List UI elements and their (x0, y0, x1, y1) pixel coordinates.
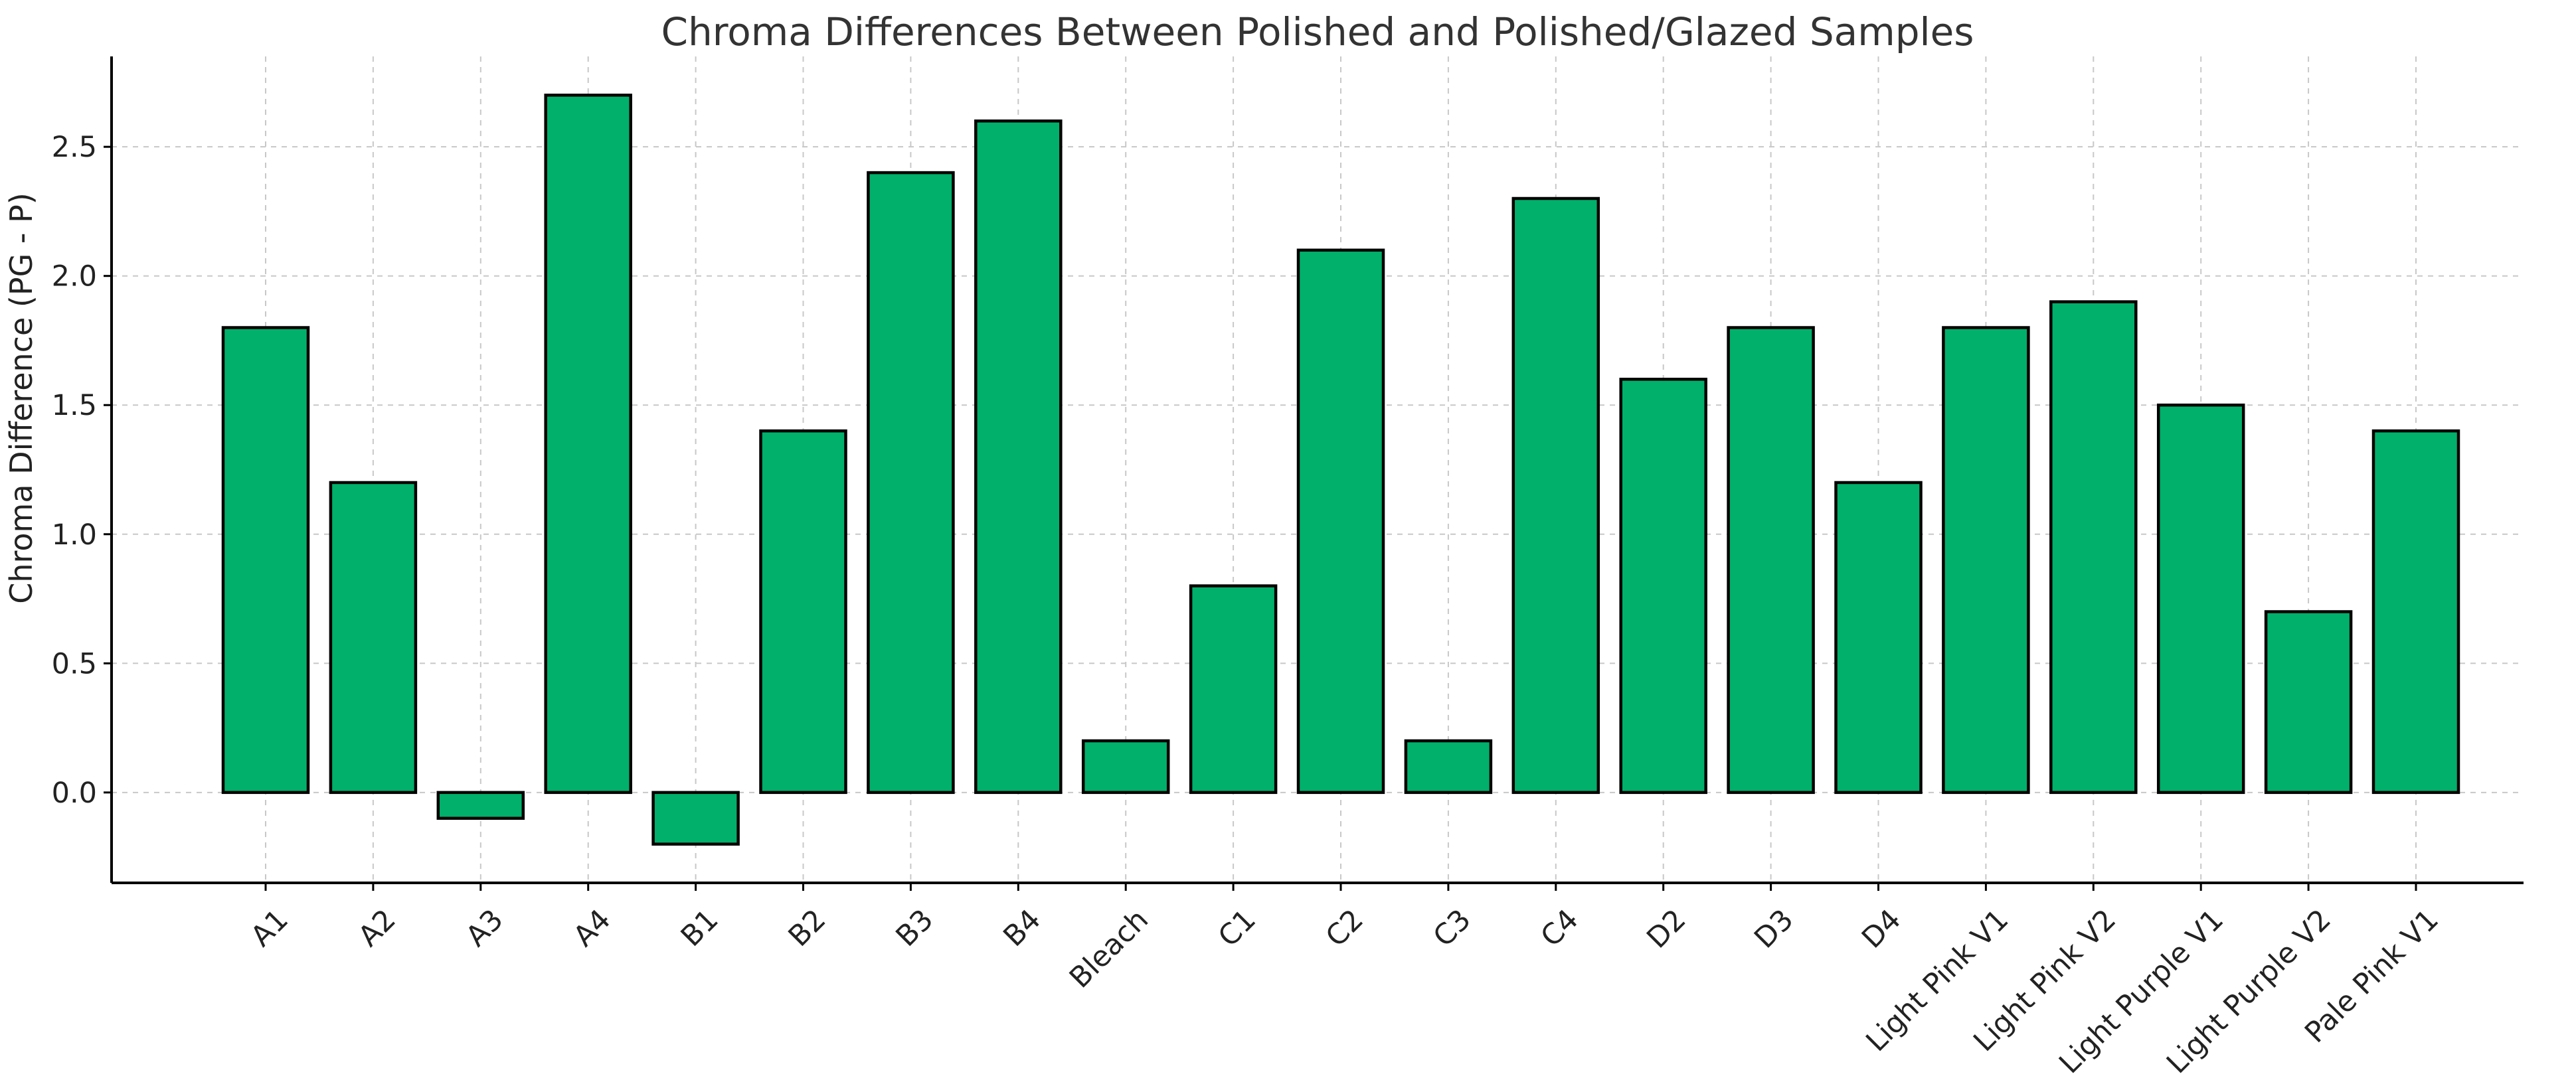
chart-title: Chroma Differences Between Polished and … (661, 9, 1974, 54)
y-tick-label: 0.5 (52, 647, 97, 680)
x-tick-label: A3 (460, 903, 510, 953)
x-tick-label: A2 (352, 903, 402, 953)
bar (2049, 300, 2138, 795)
bar (1727, 326, 1815, 795)
bar (651, 791, 740, 846)
bar (436, 791, 525, 820)
x-tick-label: C4 (1535, 903, 1585, 953)
x-tick-label: C2 (1320, 903, 1370, 953)
x-tick-label: B3 (890, 903, 940, 953)
y-tick-label: 1.0 (52, 518, 97, 552)
y-ticks: 0.0 0.5 1.0 1.5 2.0 2.5 (52, 131, 112, 810)
x-tick-label: A1 (244, 903, 295, 953)
bar (2156, 403, 2245, 795)
x-tick-label: A4 (567, 903, 618, 953)
bar (2264, 610, 2353, 795)
x-tick-label: C1 (1212, 903, 1262, 953)
bar (221, 326, 310, 795)
bars (221, 94, 2460, 846)
y-tick-label: 1.5 (52, 389, 97, 422)
x-tick-label: D4 (1855, 903, 1907, 955)
bar (1296, 248, 1385, 795)
y-tick-label: 2.0 (52, 260, 97, 293)
bar (1189, 584, 1278, 795)
bar (1404, 739, 1493, 795)
bar (1619, 378, 1707, 795)
x-tick-label: C3 (1427, 903, 1478, 953)
x-tick-label: D2 (1640, 903, 1692, 955)
x-tick-label: B1 (675, 903, 725, 953)
y-axis-title: Chroma Difference (PG - P) (3, 193, 39, 604)
x-ticks: A1 A2 A3 A4 B1 B2 B3 B4 Bleach C1 C2 C3 C4 D2 D3 D4Ligh… (244, 883, 2445, 1080)
x-tick-label: B2 (782, 903, 833, 953)
y-tick-label: 0.0 (52, 777, 97, 810)
bar (544, 94, 632, 795)
x-tick-label: D3 (1748, 903, 1800, 955)
bar (759, 429, 847, 795)
x-tick-label: B4 (997, 903, 1048, 953)
bar (1081, 739, 1170, 795)
bar (974, 119, 1063, 795)
bar (867, 171, 955, 795)
bar (2371, 429, 2460, 795)
bar (1511, 196, 1600, 795)
x-tick-label: Bleach (1063, 903, 1155, 994)
bar (1834, 481, 1923, 795)
axes (110, 56, 2524, 884)
y-tick-label: 2.5 (52, 131, 97, 164)
bar (329, 481, 418, 795)
bar (1942, 326, 2030, 795)
